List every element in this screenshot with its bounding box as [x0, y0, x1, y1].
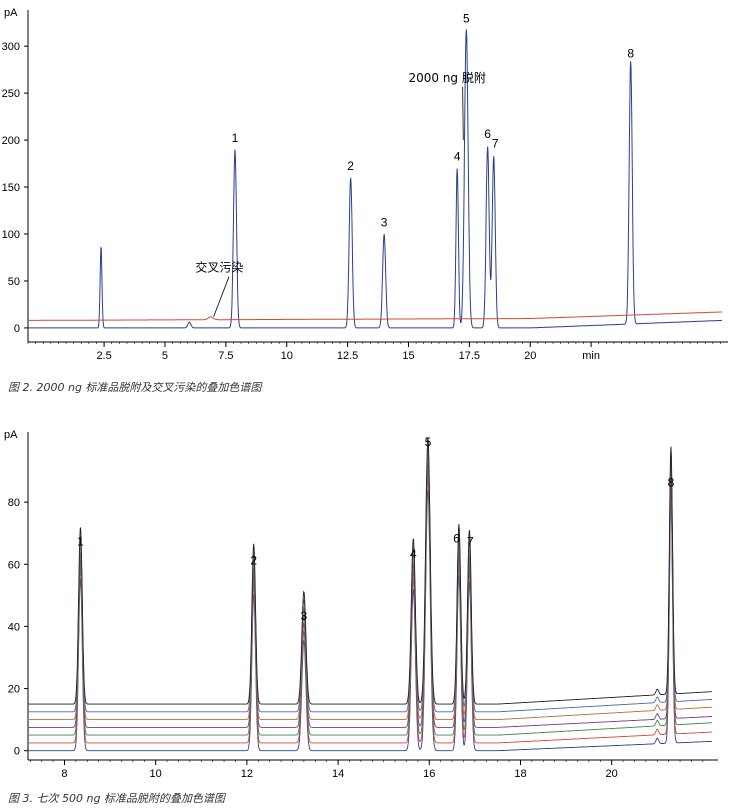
series-line-0 — [28, 29, 722, 329]
annotation-1: 交叉污染 — [195, 260, 243, 275]
peak-label-8: 8 — [668, 476, 675, 490]
x-tick-label: 15 — [402, 350, 414, 362]
series-line-5 — [28, 445, 712, 713]
annotation-0: 2000 ng 脱附 — [408, 70, 485, 85]
y-axis-label: pA — [4, 429, 18, 441]
y-axis-label: pA — [4, 7, 18, 19]
annotation-leader-0 — [462, 86, 464, 141]
peak-label-4: 4 — [410, 547, 417, 561]
y-tick-label: 20 — [8, 684, 20, 696]
peak-label-6: 6 — [453, 532, 460, 546]
peak-label-1: 1 — [232, 131, 239, 145]
x-tick-label: 12.5 — [337, 350, 358, 362]
x-tick-label: 8 — [61, 768, 67, 780]
series-line-2 — [28, 470, 712, 736]
peak-label-2: 2 — [250, 553, 257, 567]
y-tick-label: 40 — [8, 621, 20, 633]
peak-label-3: 3 — [381, 215, 388, 229]
peak-label-7: 7 — [492, 137, 499, 151]
y-tick-label: 250 — [2, 88, 20, 100]
y-tick-label: 150 — [2, 182, 20, 194]
series-line-4 — [28, 453, 712, 721]
series-line-6 — [28, 437, 712, 705]
peak-label-4: 4 — [454, 150, 461, 164]
x-tick-label: 12 — [241, 768, 253, 780]
x-tick-label: 2.5 — [96, 350, 111, 362]
y-tick-label: 80 — [8, 497, 20, 509]
series-line-0 — [28, 490, 712, 752]
peak-label-2: 2 — [347, 159, 354, 173]
x-tick-label: 20 — [524, 350, 536, 362]
peak-label-8: 8 — [627, 46, 634, 60]
y-tick-label: 60 — [8, 559, 20, 571]
x-tick-label: 18 — [514, 768, 526, 780]
x-tick-label: 7.5 — [218, 350, 233, 362]
y-tick-label: 0 — [14, 746, 20, 758]
peak-label-7: 7 — [467, 535, 474, 549]
x-tick-label: 20 — [606, 768, 618, 780]
x-tick-label: 17.5 — [459, 350, 480, 362]
x-tick-label: min — [582, 350, 600, 362]
peak-label-1: 1 — [77, 535, 84, 549]
peak-label-5: 5 — [463, 12, 470, 26]
figure-2-caption: 图 2. 2000 ng 标准品脱附及交叉污染的叠加色谱图 — [8, 381, 262, 394]
x-tick-label: 16 — [423, 768, 435, 780]
peak-label-3: 3 — [301, 609, 308, 623]
x-tick-label: 10 — [281, 350, 293, 362]
y-tick-label: 100 — [2, 229, 20, 241]
y-tick-label: 200 — [2, 135, 20, 147]
x-tick-label: 14 — [332, 768, 344, 780]
figure-3-caption: 图 3. 七次 500 ng 标准品脱附的叠加色谱图 — [8, 792, 225, 805]
x-tick-label: 5 — [162, 350, 168, 362]
series-line-1 — [28, 478, 713, 744]
annotation-leader-1 — [213, 276, 230, 317]
peak-label-6: 6 — [484, 127, 491, 141]
y-tick-label: 300 — [2, 41, 20, 53]
y-tick-label: 50 — [8, 276, 20, 288]
peak-label-5: 5 — [425, 435, 432, 449]
y-tick-label: 0 — [14, 323, 20, 335]
series-line-3 — [28, 462, 712, 728]
series-line-1 — [28, 311, 723, 321]
x-tick-label: 10 — [150, 768, 162, 780]
